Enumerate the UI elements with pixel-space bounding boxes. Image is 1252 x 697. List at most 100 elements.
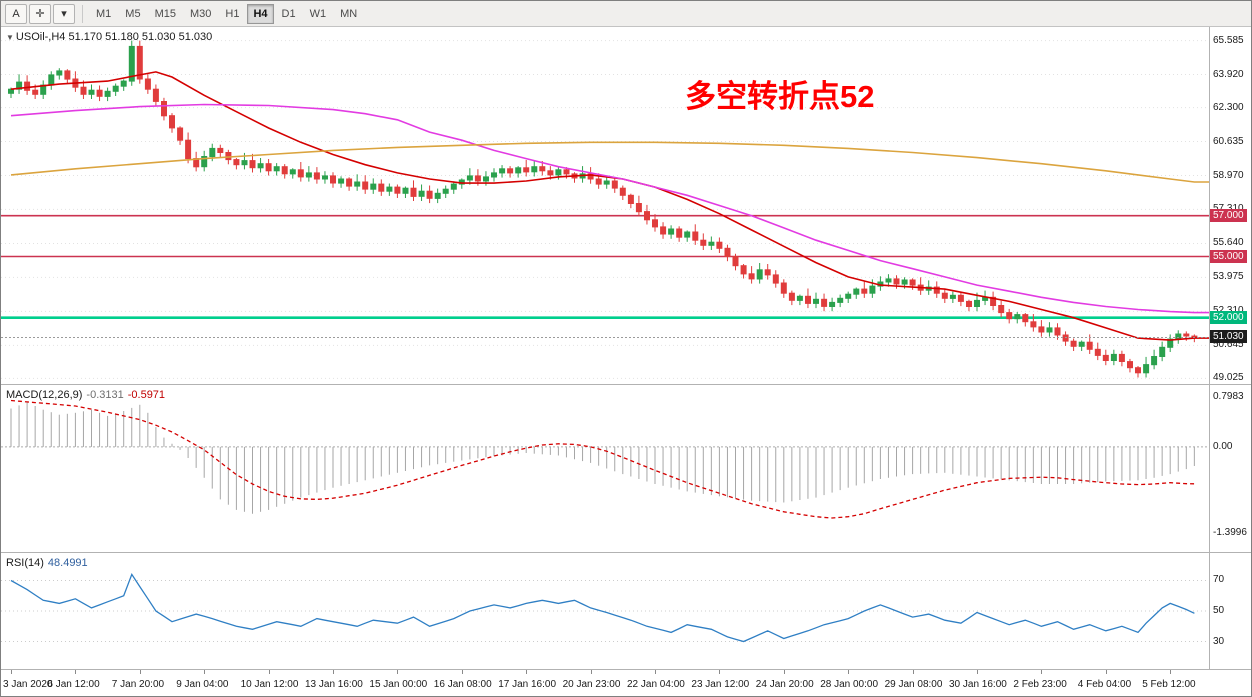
grid-lines [1, 40, 1209, 379]
price-axis-label: 55.640 [1213, 237, 1244, 249]
rsi-axis-label: 30 [1213, 635, 1225, 647]
time-tick [783, 670, 785, 674]
rsi-label: RSI(14) 48.4991 [6, 557, 88, 569]
macd-name: MACD(12,26,9) [6, 389, 83, 401]
annotation-text: 多空转折点52 [685, 79, 875, 114]
price-axis-label: 50.645 [1213, 339, 1244, 351]
time-tick [461, 670, 463, 674]
time-label: 17 Jan 16:00 [498, 679, 557, 690]
price-tag-52.000: 52.000 [1210, 310, 1247, 324]
moving-averages [10, 71, 1209, 341]
rsi-panel: RSI(14) 48.4991 70 50 30 [1, 552, 1251, 669]
macd-main-value: -0.3131 [86, 389, 124, 401]
macd-canvas[interactable]: MACD(12,26,9) -0.3131 -0.5971 [1, 385, 1209, 552]
time-tick [139, 670, 141, 674]
price-axis-label: 53.975 [1213, 271, 1244, 283]
time-label: 22 Jan 04:00 [627, 679, 685, 690]
time-label: 2 Feb 23:00 [1013, 679, 1067, 690]
time-label: 28 Jan 00:00 [820, 679, 879, 690]
rsi-value: 48.4991 [47, 557, 88, 569]
time-label: 29 Jan 08:00 [884, 679, 943, 690]
time-label: 9 Jan 04:00 [176, 679, 229, 690]
timeframe-button-M5[interactable]: M5 [119, 4, 146, 24]
arrow-tool-button[interactable]: A [5, 3, 27, 24]
price-axis-label: 65.585 [1213, 34, 1244, 46]
timeframe-button-M30[interactable]: M30 [184, 4, 217, 24]
time-label: 15 Jan 00:00 [369, 679, 428, 690]
time-tick [1041, 670, 1043, 674]
time-label: 4 Feb 04:00 [1077, 679, 1132, 690]
timeframe-group: M1 M5 M15 M30 H1 H4 D1 W1 MN [90, 3, 363, 24]
price-axis-label: 49.025 [1213, 372, 1244, 384]
time-tick [397, 670, 399, 674]
time-label: 13 Jan 16:00 [305, 679, 363, 690]
horizontal-level-lines[interactable] [1, 214, 1209, 320]
main-chart-panel: ▼ USOil-,H4 51.170 51.180 51.030 51.030 多… [1, 27, 1251, 384]
crosshair-tool-button[interactable]: ✛ [29, 3, 51, 24]
time-label: 5 Feb 12:00 [1142, 679, 1196, 690]
toolbar-separator [82, 4, 83, 23]
time-tick [1170, 670, 1172, 674]
price-axis-label: 58.970 [1213, 169, 1244, 181]
price-axis-label: 60.635 [1213, 135, 1244, 147]
main-price-axis: 65.58563.92062.30060.63558.97057.31055.6… [1209, 27, 1251, 384]
time-label: 20 Jan 23:00 [562, 679, 621, 690]
macd-axis-label: 0.7983 [1213, 391, 1244, 403]
rsi-level-lines [1, 579, 1209, 643]
time-axis[interactable]: 3 Jan 2020 6 Jan 12:00 7 Jan 20:00 9 Jan 04… [1, 669, 1251, 696]
time-tick [719, 670, 721, 674]
rsi-axis: 70 50 30 [1209, 553, 1251, 669]
time-label: 16 Jan 08:00 [433, 679, 492, 690]
time-tick [977, 670, 978, 674]
candles [8, 40, 1198, 378]
symbol-ohlc-text: USOil-,H4 51.170 51.180 51.030 51.030 [15, 31, 213, 43]
top-toolbar: A ✛ ▾ M1 M5 M15 M30 H1 H4 D1 W1 MN [1, 1, 1251, 27]
macd-label: MACD(12,26,9) -0.3131 -0.5971 [6, 389, 165, 401]
time-tick [590, 670, 592, 674]
macd-axis-label: -1.3996 [1213, 527, 1247, 539]
macd-signal-value: -0.5971 [127, 389, 166, 401]
time-label: 6 Jan 12:00 [47, 679, 100, 690]
macd-histogram [10, 402, 1195, 514]
time-tick [655, 670, 656, 674]
timeframe-button-H1[interactable]: H1 [219, 4, 245, 24]
timeframe-button-MN[interactable]: MN [334, 4, 363, 24]
price-axis-label: 62.300 [1213, 101, 1244, 113]
price-tag-55.000: 55.000 [1210, 249, 1247, 263]
time-tick [11, 670, 12, 674]
time-label: 30 Jan 16:00 [949, 679, 1007, 690]
macd-signal-line [10, 399, 1195, 519]
macd-panel: MACD(12,26,9) -0.3131 -0.5971 0.7983 0.00 -1… [1, 384, 1251, 552]
timeframe-button-M1[interactable]: M1 [90, 4, 117, 24]
drawing-dropdown-button[interactable]: ▾ [53, 3, 75, 24]
rsi-axis-label: 70 [1213, 574, 1225, 586]
price-axis-label: 63.920 [1213, 68, 1244, 80]
time-label: 24 Jan 20:00 [755, 679, 814, 690]
chart-dropdown-icon[interactable]: ▼ [6, 33, 14, 42]
time-tick [268, 670, 270, 674]
time-tick [912, 670, 914, 674]
rsi-name: RSI(14) [6, 557, 44, 569]
timeframe-button-D1[interactable]: D1 [276, 4, 302, 24]
time-tick [75, 670, 77, 674]
macd-axis-label: 0.00 [1213, 440, 1233, 452]
rsi-axis-label: 50 [1213, 605, 1225, 616]
time-label: 23 Jan 12:00 [691, 679, 750, 690]
time-tick [526, 670, 528, 674]
timeframe-button-H4[interactable]: H4 [247, 3, 274, 24]
time-tick [1105, 670, 1107, 674]
timeframe-button-M15[interactable]: M15 [149, 4, 182, 24]
time-tick [204, 670, 206, 674]
time-tick [333, 670, 334, 674]
time-label: 3 Jan 2020 [3, 679, 53, 690]
rsi-line [10, 572, 1195, 643]
rsi-canvas[interactable]: RSI(14) 48.4991 [1, 553, 1209, 669]
price-tag-57.000: 57.000 [1210, 208, 1247, 222]
main-chart-canvas[interactable]: ▼ USOil-,H4 51.170 51.180 51.030 51.030 多… [1, 27, 1209, 384]
time-label: 10 Jan 12:00 [240, 679, 299, 690]
drawing-tools-group: A ✛ ▾ [5, 3, 75, 24]
symbol-info: ▼ USOil-,H4 51.170 51.180 51.030 51.030 [6, 31, 212, 43]
time-tick [848, 670, 850, 674]
timeframe-button-W1[interactable]: W1 [304, 4, 333, 24]
